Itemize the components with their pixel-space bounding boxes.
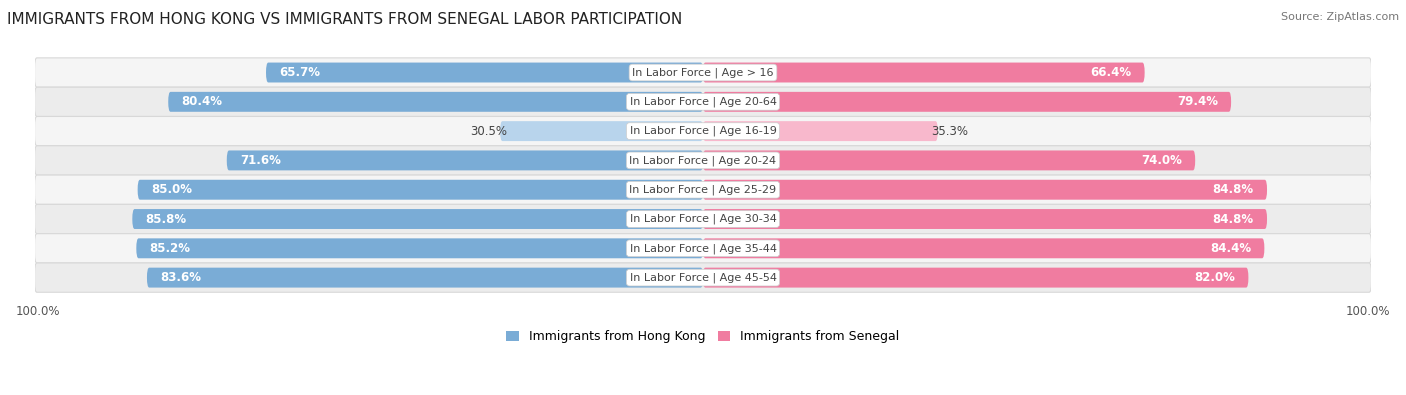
Text: 30.5%: 30.5%: [470, 124, 506, 137]
Text: 84.8%: 84.8%: [1212, 213, 1254, 226]
Text: In Labor Force | Age 20-64: In Labor Force | Age 20-64: [630, 96, 776, 107]
FancyBboxPatch shape: [138, 180, 703, 200]
Text: 82.0%: 82.0%: [1194, 271, 1234, 284]
Text: In Labor Force | Age 45-54: In Labor Force | Age 45-54: [630, 273, 776, 283]
FancyBboxPatch shape: [35, 204, 1371, 234]
FancyBboxPatch shape: [136, 238, 703, 258]
Text: 83.6%: 83.6%: [160, 271, 201, 284]
Text: IMMIGRANTS FROM HONG KONG VS IMMIGRANTS FROM SENEGAL LABOR PARTICIPATION: IMMIGRANTS FROM HONG KONG VS IMMIGRANTS …: [7, 12, 682, 27]
FancyBboxPatch shape: [703, 209, 1267, 229]
FancyBboxPatch shape: [703, 180, 1267, 200]
FancyBboxPatch shape: [501, 121, 703, 141]
FancyBboxPatch shape: [35, 87, 1371, 117]
FancyBboxPatch shape: [35, 117, 1371, 146]
FancyBboxPatch shape: [132, 209, 703, 229]
FancyBboxPatch shape: [703, 268, 1249, 288]
Text: 71.6%: 71.6%: [240, 154, 281, 167]
Text: 84.4%: 84.4%: [1211, 242, 1251, 255]
Text: In Labor Force | Age 25-29: In Labor Force | Age 25-29: [630, 184, 776, 195]
FancyBboxPatch shape: [266, 62, 703, 83]
Text: In Labor Force | Age 20-24: In Labor Force | Age 20-24: [630, 155, 776, 166]
FancyBboxPatch shape: [703, 150, 1195, 170]
FancyBboxPatch shape: [35, 263, 1371, 292]
FancyBboxPatch shape: [148, 268, 703, 288]
FancyBboxPatch shape: [35, 58, 1371, 87]
Text: 79.4%: 79.4%: [1177, 95, 1218, 108]
FancyBboxPatch shape: [35, 146, 1371, 175]
FancyBboxPatch shape: [703, 92, 1232, 112]
Text: 35.3%: 35.3%: [931, 124, 969, 137]
FancyBboxPatch shape: [35, 175, 1371, 204]
Legend: Immigrants from Hong Kong, Immigrants from Senegal: Immigrants from Hong Kong, Immigrants fr…: [502, 325, 904, 348]
Text: In Labor Force | Age 30-34: In Labor Force | Age 30-34: [630, 214, 776, 224]
Text: 85.8%: 85.8%: [146, 213, 187, 226]
FancyBboxPatch shape: [703, 121, 938, 141]
Text: Source: ZipAtlas.com: Source: ZipAtlas.com: [1281, 12, 1399, 22]
Text: In Labor Force | Age > 16: In Labor Force | Age > 16: [633, 67, 773, 78]
Text: In Labor Force | Age 35-44: In Labor Force | Age 35-44: [630, 243, 776, 254]
Text: 85.2%: 85.2%: [149, 242, 191, 255]
Text: 74.0%: 74.0%: [1142, 154, 1182, 167]
FancyBboxPatch shape: [703, 62, 1144, 83]
Text: 84.8%: 84.8%: [1212, 183, 1254, 196]
Text: In Labor Force | Age 16-19: In Labor Force | Age 16-19: [630, 126, 776, 136]
FancyBboxPatch shape: [703, 238, 1264, 258]
FancyBboxPatch shape: [169, 92, 703, 112]
Text: 85.0%: 85.0%: [150, 183, 193, 196]
Text: 65.7%: 65.7%: [280, 66, 321, 79]
Text: 80.4%: 80.4%: [181, 95, 222, 108]
Text: 66.4%: 66.4%: [1090, 66, 1132, 79]
FancyBboxPatch shape: [35, 234, 1371, 263]
FancyBboxPatch shape: [226, 150, 703, 170]
